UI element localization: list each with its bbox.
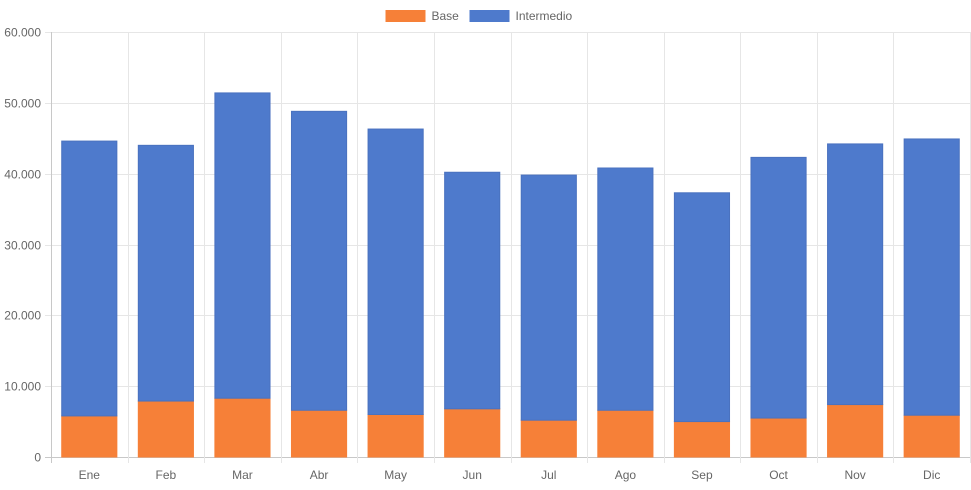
legend: Base Intermedio [385,9,573,23]
y-tick-label: 50.000 [4,97,41,111]
bar-intermedio-feb[interactable] [137,144,194,402]
x-tick-label: May [384,468,407,482]
bar-intermedio-oct[interactable] [750,156,807,419]
legend-swatch-base[interactable] [385,10,426,22]
x-tick-label: Jun [463,468,482,482]
bar-intermedio-ene[interactable] [61,140,118,417]
bar-intermedio-jun[interactable] [444,171,501,410]
bar-base-may[interactable] [367,414,424,458]
axes: 0 10.000 20.000 30.000 40.000 50.000 60.000 Ene… [4,26,940,483]
bar-intermedio-abr[interactable] [290,110,348,411]
grid [45,32,971,463]
x-tick-label: Jul [541,468,556,482]
x-tick-label: Nov [844,468,865,482]
y-tick-label: 20.000 [4,309,41,323]
bar-base-dic[interactable] [903,414,960,458]
legend-label-intermedio[interactable]: Intermedio [516,9,573,23]
bar-base-jun[interactable] [444,408,501,458]
bar-base-abr[interactable] [290,409,348,458]
bar-base-nov[interactable] [827,404,884,458]
bar-base-mar[interactable] [214,397,271,458]
x-tick-label: Ene [79,468,101,482]
bar-intermedio-sep[interactable] [673,192,731,423]
bar-base-feb[interactable] [137,400,194,458]
x-tick-label: Mar [232,468,253,482]
y-tick-label: 10.000 [4,380,41,394]
bars [61,92,960,458]
x-tick-label: Abr [310,468,329,482]
bar-intermedio-ago[interactable] [597,167,654,411]
bar-intermedio-may[interactable] [367,128,424,416]
y-tick-label: 40.000 [4,168,41,182]
legend-label-base[interactable]: Base [432,9,460,23]
bar-base-ago[interactable] [597,409,654,458]
y-tick-label: 0 [34,451,41,465]
bar-intermedio-nov[interactable] [827,143,884,406]
legend-swatch-intermedio[interactable] [469,10,510,22]
bar-intermedio-dic[interactable] [903,138,960,416]
x-tick-label: Dic [923,468,940,482]
bar-intermedio-jul[interactable] [520,174,577,421]
x-tick-label: Ago [615,468,637,482]
bar-base-oct[interactable] [750,417,807,458]
x-tick-label: Feb [156,468,177,482]
y-tick-label: 60.000 [4,26,41,40]
bar-base-sep[interactable] [673,421,731,458]
bar-intermedio-mar[interactable] [214,92,271,399]
y-tick-label: 30.000 [4,239,41,253]
x-tick-label: Sep [691,468,713,482]
bar-base-ene[interactable] [61,415,118,458]
bar-base-jul[interactable] [520,419,577,458]
x-tick-label: Oct [769,468,788,482]
